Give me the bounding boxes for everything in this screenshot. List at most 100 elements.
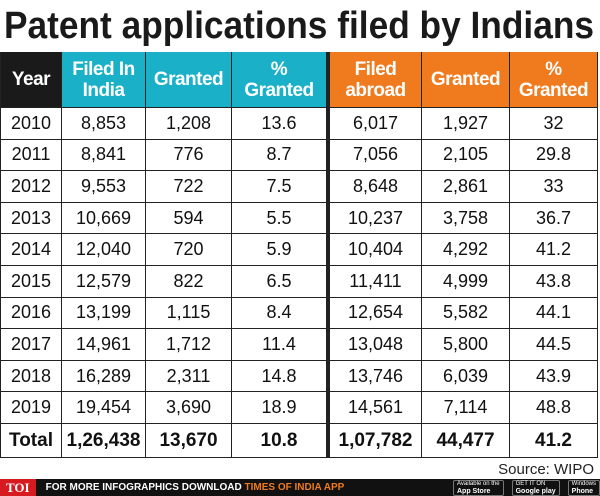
header-text: Filed In India <box>72 58 135 101</box>
table-cell: 1,115 <box>146 297 232 330</box>
badge-line: GET IT ON <box>515 480 546 487</box>
total-cell: Total <box>0 424 62 458</box>
table-cell: 14.8 <box>232 360 330 393</box>
header-text: % Granted <box>244 58 314 101</box>
table-cell: 4,292 <box>422 234 510 266</box>
table-cell: 14,961 <box>62 329 146 361</box>
table-cell: 29.8 <box>510 139 598 172</box>
source: Source: WIPO <box>498 461 594 478</box>
header-text: % Granted <box>518 58 589 101</box>
table-cell: 2014 <box>0 234 62 266</box>
header-cell: Granted <box>422 52 510 108</box>
total-cell: 1,07,782 <box>330 424 422 458</box>
table-cell: 11.4 <box>232 329 330 361</box>
table-cell: 5,582 <box>422 297 510 330</box>
table-cell: 12,040 <box>62 234 146 266</box>
store-badge: GET IT ON Google play <box>511 479 560 496</box>
table-cell: 822 <box>146 266 232 298</box>
total-cell: 10.8 <box>232 424 330 458</box>
header-cell: Filed abroad <box>330 52 422 108</box>
table-cell: 36.7 <box>510 202 598 235</box>
table-cell: 10,404 <box>330 234 422 266</box>
table-cell: 7.5 <box>232 171 330 203</box>
table-cell: 11,411 <box>330 266 422 298</box>
table-cell: 5.9 <box>232 234 330 266</box>
table-cell: 6.5 <box>232 266 330 298</box>
table-cell: 2,311 <box>146 360 232 393</box>
header-text: Granted <box>153 69 224 90</box>
total-cell: 13,670 <box>146 424 232 458</box>
table-cell: 3,690 <box>146 392 232 424</box>
header-cell: Year <box>0 52 62 108</box>
table-cell: 8,648 <box>330 171 422 203</box>
footer-text: FOR MORE INFOGRAPHICS DOWNLOAD <box>45 482 242 493</box>
table-cell: 44.1 <box>510 297 598 330</box>
table-cell: 2012 <box>0 171 62 203</box>
total-cell: 1,26,438 <box>62 424 146 458</box>
store-badge: Windows Phone <box>567 479 600 496</box>
table-cell: 43.8 <box>510 266 598 298</box>
badge-line: Windows <box>571 480 596 487</box>
table-cell: 2,105 <box>422 139 510 172</box>
table-cell: 3,758 <box>422 202 510 235</box>
table-cell: 18.9 <box>232 392 330 424</box>
table-cell: 16,289 <box>62 360 146 393</box>
table-cell: 10,669 <box>62 202 146 235</box>
table-cell: 48.8 <box>510 392 598 424</box>
table-cell: 2019 <box>0 392 62 424</box>
badge-name: Phone <box>571 487 594 495</box>
total-cell: 41.2 <box>510 424 598 458</box>
table-cell: 7,114 <box>422 392 510 424</box>
total-cell: 44,477 <box>422 424 510 458</box>
table-cell: 2018 <box>0 360 62 393</box>
table-cell: 720 <box>146 234 232 266</box>
header-text: Year <box>11 69 51 90</box>
table-cell: 6,017 <box>330 108 422 140</box>
table-cell: 4,999 <box>422 266 510 298</box>
table-cell: 12,579 <box>62 266 146 298</box>
footer: TOI FOR MORE INFOGRAPHICS DOWNLOAD TIMES… <box>0 479 600 496</box>
title: Patent applications filed by Indians <box>4 5 594 47</box>
table-cell: 1,208 <box>146 108 232 140</box>
header-cell: % Granted <box>510 52 598 108</box>
logo: TOI <box>0 479 36 496</box>
table-cell: 8,853 <box>62 108 146 140</box>
badge-line: Available on the <box>457 480 500 487</box>
table-cell: 776 <box>146 139 232 172</box>
table-cell: 41.2 <box>510 234 598 266</box>
badge-name: Google play <box>515 487 556 495</box>
header-text: Granted <box>430 69 501 90</box>
table-cell: 2010 <box>0 108 62 140</box>
header-cell: % Granted <box>232 52 330 108</box>
table-cell: 594 <box>146 202 232 235</box>
table-cell: 43.9 <box>510 360 598 393</box>
table-cell: 2011 <box>0 139 62 172</box>
table-cell: 7,056 <box>330 139 422 172</box>
table-cell: 13,048 <box>330 329 422 361</box>
table-cell: 1,927 <box>422 108 510 140</box>
table-cell: 14,561 <box>330 392 422 424</box>
title-area: Patent applications filed by Indians <box>4 5 594 47</box>
table-cell: 2015 <box>0 266 62 298</box>
table-cell: 13,746 <box>330 360 422 393</box>
table-cell: 12,654 <box>330 297 422 330</box>
header-cell: Granted <box>146 52 232 108</box>
table-cell: 8,841 <box>62 139 146 172</box>
store-badge: Available on the App Store <box>453 479 504 496</box>
table-cell: 33 <box>510 171 598 203</box>
table-cell: 44.5 <box>510 329 598 361</box>
table-cell: 5,800 <box>422 329 510 361</box>
table-cell: 6,039 <box>422 360 510 393</box>
table-cell: 8.4 <box>232 297 330 330</box>
table-cell: 32 <box>510 108 598 140</box>
table-cell: 1,712 <box>146 329 232 361</box>
table-cell: 5.5 <box>232 202 330 235</box>
header-cell: Filed In India <box>62 52 146 108</box>
table-cell: 10,237 <box>330 202 422 235</box>
table-cell: 722 <box>146 171 232 203</box>
table-cell: 2,861 <box>422 171 510 203</box>
table-cell: 2016 <box>0 297 62 330</box>
table-cell: 13,199 <box>62 297 146 330</box>
badge-name: App Store <box>457 487 491 495</box>
